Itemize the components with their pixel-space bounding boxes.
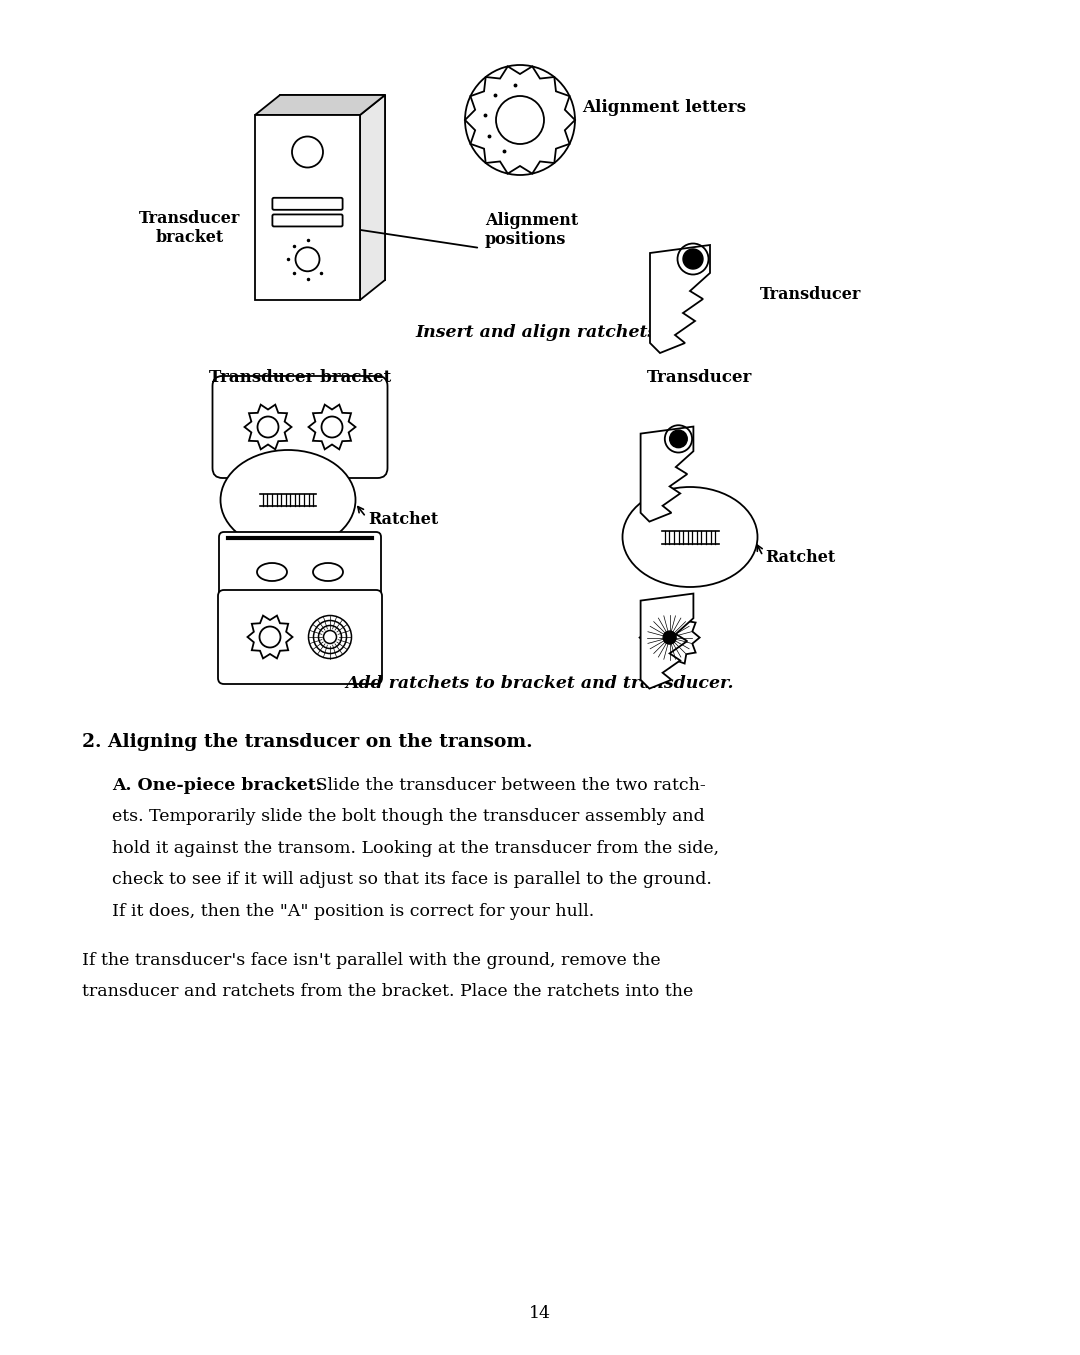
Polygon shape	[650, 245, 710, 354]
Text: check to see if it will adjust so that its face is parallel to the ground.: check to see if it will adjust so that i…	[112, 871, 712, 888]
Polygon shape	[280, 95, 384, 280]
Ellipse shape	[622, 486, 757, 587]
Text: 2. Aligning the transducer on the transom.: 2. Aligning the transducer on the transo…	[82, 733, 532, 751]
Polygon shape	[255, 95, 384, 115]
Text: If it does, then the "A" position is correct for your hull.: If it does, then the "A" position is cor…	[112, 902, 594, 920]
Text: Alignment letters: Alignment letters	[582, 99, 746, 117]
Text: Transducer: Transducer	[647, 369, 753, 386]
Polygon shape	[360, 95, 384, 299]
Text: hold it against the transom. Looking at the transducer from the side,: hold it against the transom. Looking at …	[112, 840, 719, 856]
Text: Add ratchets to bracket and transducer.: Add ratchets to bracket and transducer.	[346, 675, 734, 691]
Polygon shape	[640, 427, 693, 522]
Text: Transducer bracket: Transducer bracket	[208, 369, 391, 386]
FancyBboxPatch shape	[219, 533, 381, 604]
Text: A. One-piece bracket:: A. One-piece bracket:	[112, 776, 322, 794]
Text: 14: 14	[529, 1305, 551, 1321]
Text: Ratchet: Ratchet	[765, 550, 835, 566]
Circle shape	[683, 249, 703, 270]
FancyBboxPatch shape	[218, 589, 382, 684]
Text: transducer and ratchets from the bracket. Place the ratchets into the: transducer and ratchets from the bracket…	[82, 984, 693, 1000]
Polygon shape	[640, 593, 693, 688]
Circle shape	[663, 631, 676, 644]
Circle shape	[670, 430, 687, 447]
Text: Slide the transducer between the two ratch-: Slide the transducer between the two rat…	[310, 776, 705, 794]
Text: Transducer: Transducer	[760, 286, 862, 304]
Text: ets. Temporarily slide the bolt though the transducer assembly and: ets. Temporarily slide the bolt though t…	[112, 808, 705, 825]
Polygon shape	[255, 115, 360, 299]
Ellipse shape	[220, 450, 355, 550]
Text: Transducer
bracket: Transducer bracket	[138, 210, 240, 247]
Text: Insert and align ratchets.: Insert and align ratchets.	[416, 324, 664, 341]
FancyBboxPatch shape	[213, 375, 388, 478]
Text: Alignment
positions: Alignment positions	[485, 211, 578, 248]
Text: Ratchet: Ratchet	[368, 511, 438, 528]
Text: If the transducer's face isn't parallel with the ground, remove the: If the transducer's face isn't parallel …	[82, 953, 661, 969]
